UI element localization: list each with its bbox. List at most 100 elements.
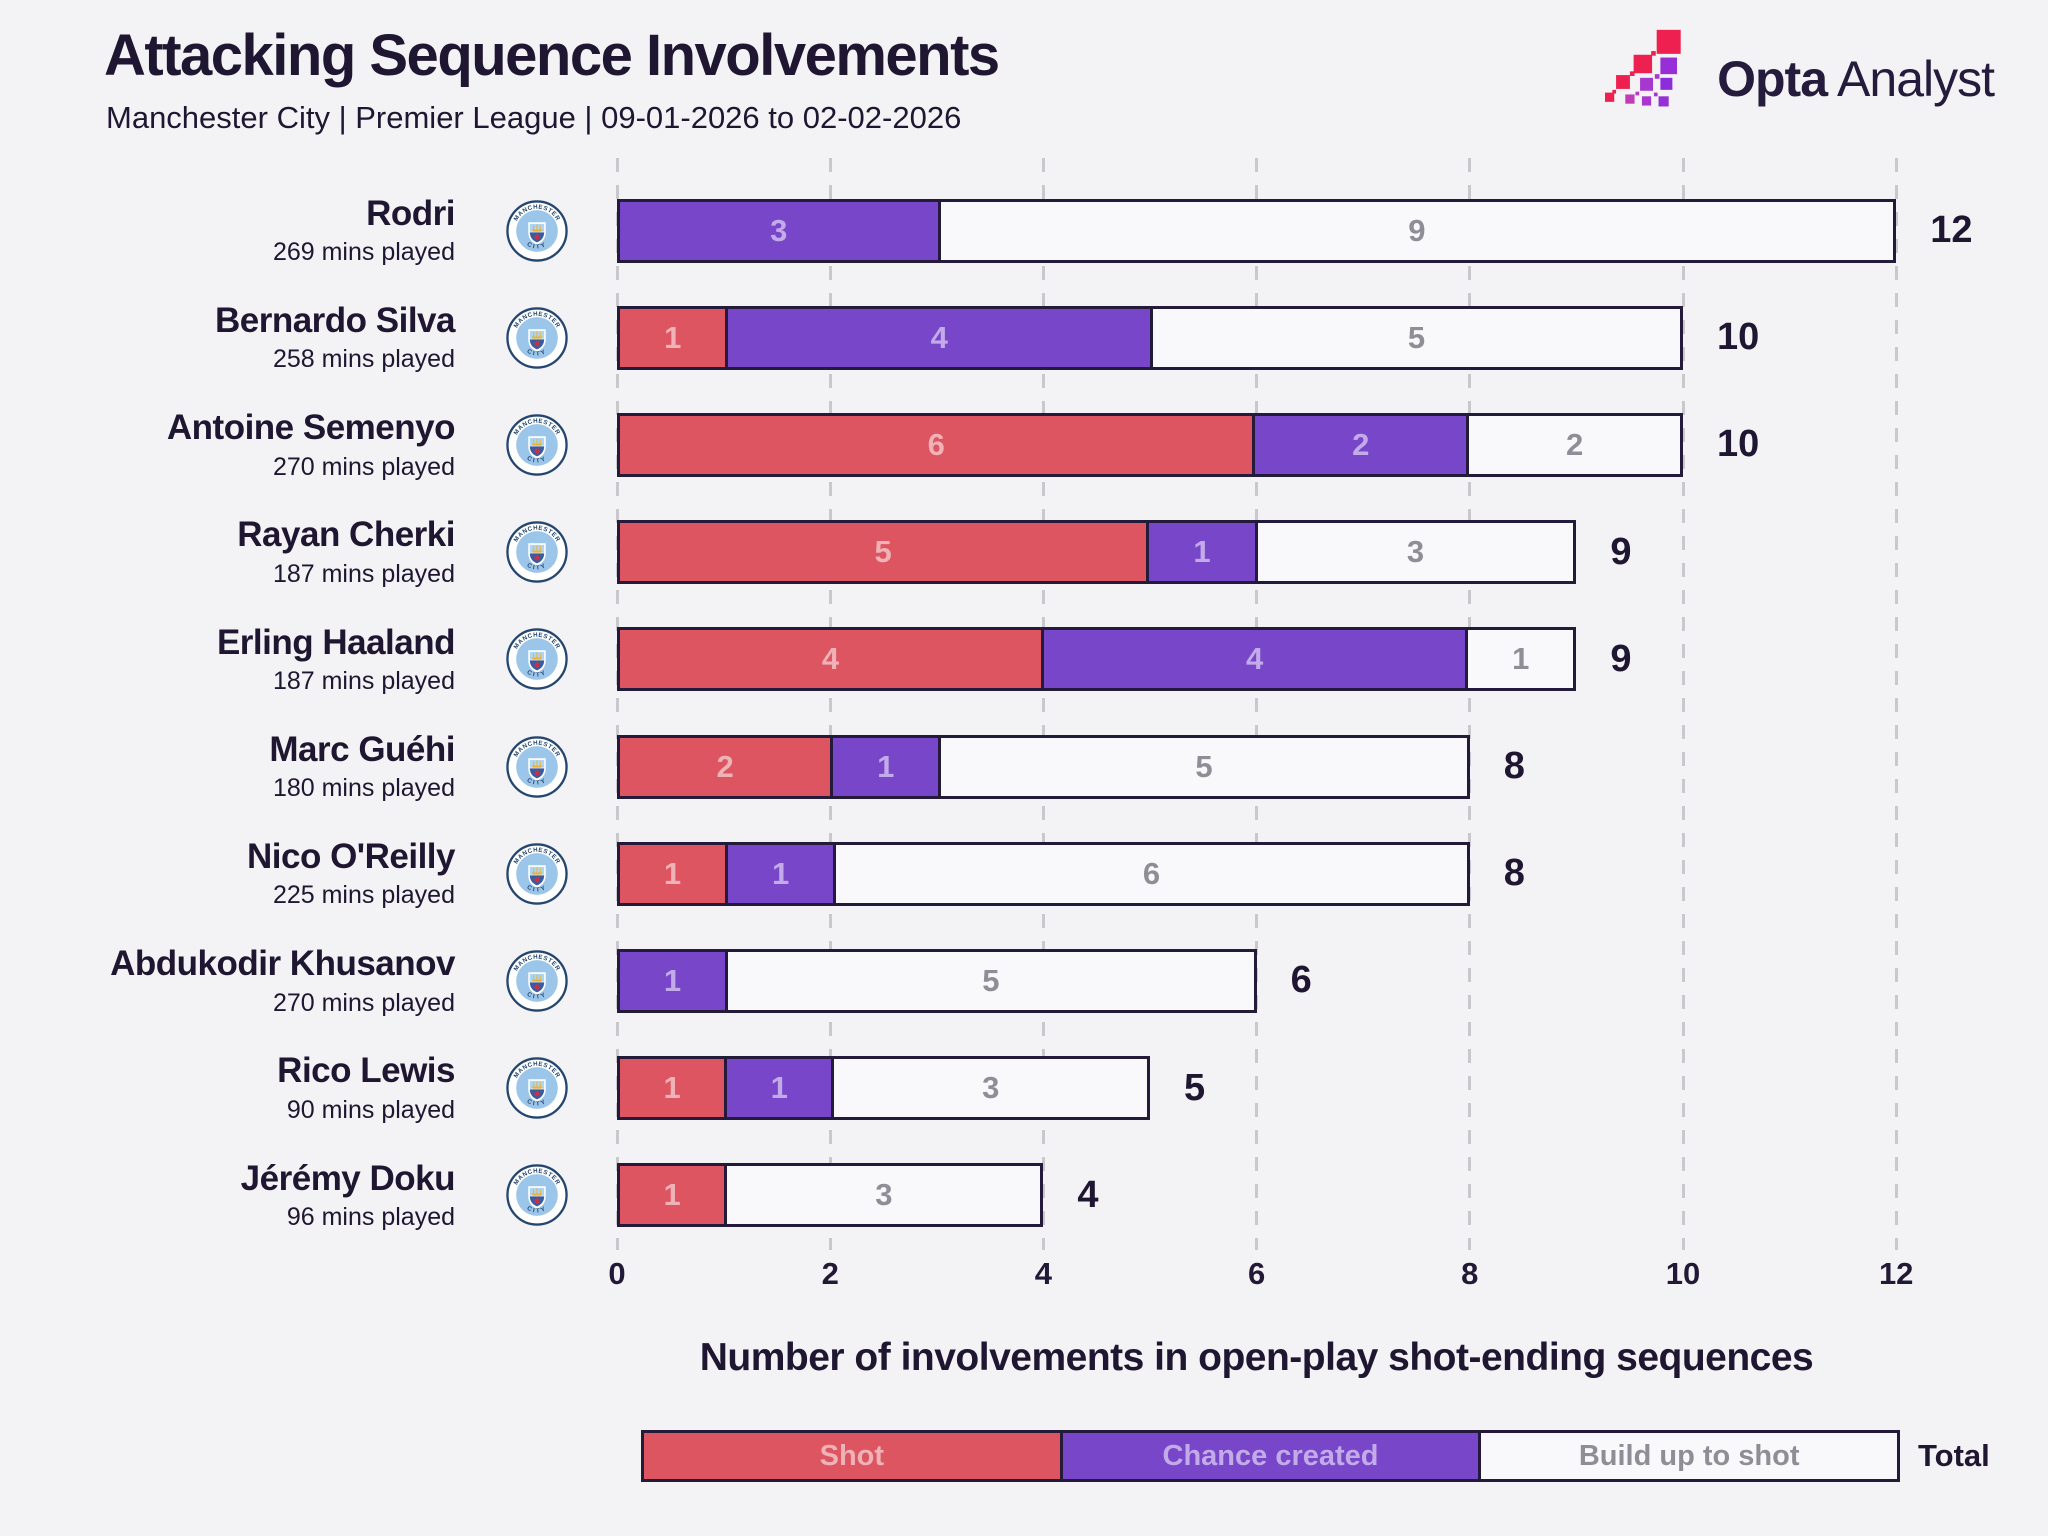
segment-value: 5	[1407, 319, 1426, 355]
total-value: 6	[1290, 959, 1312, 1002]
svg-text:CITY: CITY	[526, 669, 549, 679]
player-mins-played: 187 mins played	[272, 666, 455, 695]
player-mins-played: 270 mins played	[272, 452, 455, 481]
bar-segment-chance: 3	[620, 201, 941, 260]
bar-segment-chance: 1	[728, 844, 837, 903]
segment-value: 2	[716, 748, 734, 784]
gridline	[1681, 158, 1685, 1250]
total-value: 4	[1077, 1173, 1099, 1216]
player-name: Antoine Semenyo	[166, 408, 456, 448]
gridline	[1468, 158, 1472, 1250]
player-label: Abdukodir Khusanov 270 mins played	[0, 927, 455, 1034]
segment-value: 3	[1406, 534, 1425, 570]
bar-segment-build: 3	[727, 1166, 1041, 1225]
legend-item-build-up-to-shot: Build up to shot	[1478, 1433, 1898, 1479]
stacked-bar: 2 1 5	[617, 734, 1470, 799]
total-value: 9	[1610, 530, 1632, 573]
stacked-bar: 6 2 2	[617, 412, 1683, 477]
brand-name: Opta	[1717, 50, 1828, 107]
legend-total-label: Total	[1918, 1438, 1990, 1473]
svg-text:CITY: CITY	[526, 884, 549, 894]
bar-segment-chance: 1	[727, 1059, 835, 1118]
player-row: Bernardo Silva 258 mins played MANCHESTE…	[0, 284, 2048, 391]
svg-text:CITY: CITY	[526, 455, 549, 465]
manchester-city-badge-icon: MANCHESTER CITY	[506, 199, 568, 262]
stacked-bar: 1 1 3	[617, 1056, 1150, 1121]
gridline	[615, 158, 619, 1250]
player-label: Rico Lewis 90 mins played	[0, 1035, 455, 1142]
total-value: 10	[1717, 423, 1760, 466]
manchester-city-badge-icon: MANCHESTER CITY	[506, 1164, 568, 1227]
bar-segment-shot: 6	[620, 415, 1256, 474]
player-mins-played: 258 mins played	[272, 345, 455, 374]
manchester-city-badge-icon: MANCHESTER CITY	[506, 306, 568, 369]
player-row: Rico Lewis 90 mins played MANCHESTER CIT…	[0, 1035, 2048, 1142]
bar-segment-build: 5	[941, 737, 1467, 796]
segment-value: 1	[663, 855, 682, 891]
bar-segment-build: 5	[1153, 308, 1680, 367]
manchester-city-badge-icon: MANCHESTER CITY	[506, 1057, 568, 1119]
bar-segment-build: 6	[836, 844, 1467, 903]
player-name: Bernardo Silva	[214, 301, 456, 341]
player-label: Erling Haaland 187 mins played	[0, 606, 456, 713]
player-name: Erling Haaland	[216, 622, 456, 662]
segment-value: 5	[874, 534, 892, 570]
bar-segment-shot: 2	[620, 737, 834, 796]
bar-segment-shot: 1	[620, 1059, 728, 1118]
player-mins-played: 180 mins played	[272, 774, 455, 803]
bar-segment-shot: 4	[620, 630, 1045, 689]
legend-item-shot: Shot	[644, 1433, 1060, 1479]
bar-segment-chance: 1	[620, 951, 729, 1010]
segment-value: 2	[1565, 426, 1584, 462]
x-tick-label: 8	[1461, 1256, 1479, 1291]
player-row: Abdukodir Khusanov 270 mins played MANCH…	[0, 927, 2048, 1034]
player-mins-played: 187 mins played	[272, 559, 455, 588]
stacked-bar: 1 1 6	[617, 841, 1470, 906]
svg-text:CITY: CITY	[526, 776, 549, 786]
bar-segment-build: 3	[1257, 523, 1574, 582]
bar-segment-shot: 1	[620, 308, 729, 367]
bar-segment-build: 9	[940, 201, 1894, 260]
segment-value: 1	[1512, 641, 1530, 677]
player-label: Jérémy Doku 96 mins played	[0, 1142, 456, 1249]
player-row: Jérémy Doku 96 mins played MANCHESTER CI…	[0, 1142, 2048, 1249]
manchester-city-badge-icon: MANCHESTER CITY	[506, 950, 568, 1012]
segment-value: 5	[982, 962, 1000, 998]
manchester-city-badge-icon: MANCHESTER CITY	[506, 628, 568, 691]
bar-segment-chance: 4	[1044, 630, 1469, 689]
player-mins-played: 96 mins played	[286, 1202, 455, 1231]
page-subtitle: Manchester City | Premier League | 09-01…	[106, 100, 962, 135]
player-row: Marc Guéhi 180 mins played MANCHESTER CI…	[0, 713, 2048, 820]
total-value: 10	[1717, 316, 1760, 359]
segment-value: 1	[663, 1177, 681, 1213]
segment-value: 4	[821, 641, 840, 677]
segment-value: 1	[663, 1070, 681, 1106]
segment-value: 4	[930, 319, 948, 355]
segment-value: 1	[1193, 534, 1211, 570]
player-label: Rayan Cherki 187 mins played	[0, 499, 455, 606]
page-title: Attacking Sequence Involvements	[104, 23, 1000, 88]
player-label: Rodri 269 mins played	[0, 177, 456, 284]
gridline	[1041, 158, 1045, 1250]
player-row: Antoine Semenyo 270 mins played MANCHEST…	[0, 391, 2048, 498]
manchester-city-badge-icon: MANCHESTER CITY	[506, 521, 568, 583]
total-value: 9	[1610, 637, 1632, 680]
manchester-city-badge-icon: MANCHESTER CITY	[506, 414, 568, 476]
player-name: Rayan Cherki	[237, 515, 455, 555]
svg-text:CITY: CITY	[526, 562, 549, 572]
segment-value: 3	[875, 1177, 893, 1213]
opta-logo-mark-icon	[1605, 28, 1701, 129]
segment-value: 4	[1245, 641, 1264, 677]
svg-text:CITY: CITY	[526, 240, 549, 250]
player-label: Nico O'Reilly 225 mins played	[0, 820, 456, 927]
player-name: Jérémy Doku	[240, 1158, 456, 1198]
segment-value: 1	[664, 319, 682, 355]
segment-value: 9	[1408, 212, 1426, 248]
total-value: 8	[1503, 852, 1525, 895]
x-axis-title: Number of involvements in open-play shot…	[699, 1336, 1814, 1379]
x-tick-label: 4	[1034, 1256, 1053, 1291]
segment-value: 3	[982, 1070, 1000, 1106]
gridline	[1894, 158, 1898, 1250]
